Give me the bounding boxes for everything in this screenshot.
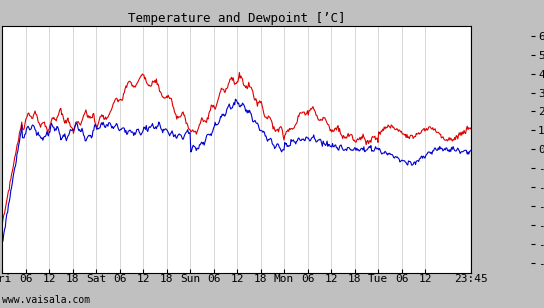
Title: Temperature and Dewpoint [’C]: Temperature and Dewpoint [’C] <box>128 12 345 25</box>
Text: www.vaisala.com: www.vaisala.com <box>2 295 90 305</box>
